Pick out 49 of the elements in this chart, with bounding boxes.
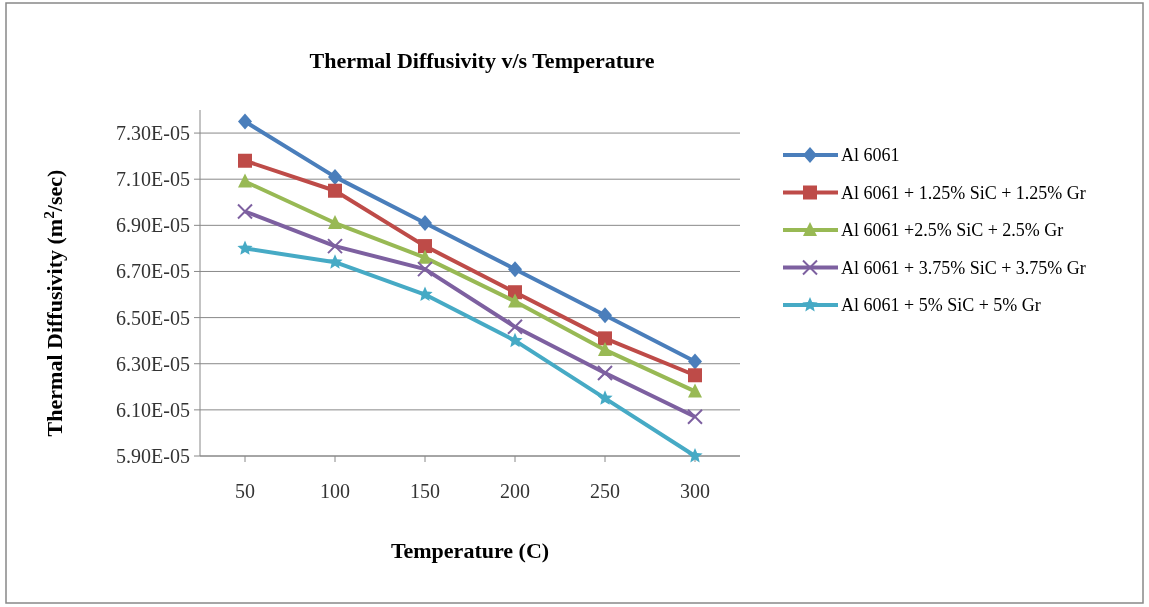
y-tick-label: 6.30E-05	[116, 352, 190, 375]
y-tick-label: 6.90E-05	[116, 214, 190, 237]
point	[237, 203, 253, 220]
point	[328, 168, 342, 185]
x-axis-title: Temperature (C)	[390, 538, 550, 563]
point	[418, 239, 432, 254]
point	[687, 408, 703, 425]
point	[237, 240, 253, 255]
x-tick-label: 100	[320, 480, 350, 502]
legend-label: Al 6061 + 3.75% SiC + 3.75% Gr	[841, 257, 1086, 278]
point	[688, 368, 702, 383]
point	[238, 173, 252, 188]
y-tick-label: 5.90E-05	[116, 445, 190, 467]
point	[688, 383, 702, 398]
point	[507, 318, 523, 335]
point	[598, 331, 612, 346]
legend-label: Al 6061 +2.5% SiC + 2.5% Gr	[841, 220, 1064, 241]
point	[688, 353, 702, 370]
point	[418, 249, 432, 264]
y-tick-label: 6.10E-05	[116, 398, 190, 421]
point	[507, 332, 523, 348]
y-tick-label: 6.50E-05	[116, 306, 190, 329]
point	[508, 261, 522, 278]
chart-title: Thermal Diffusivity v/s Temperature	[309, 48, 655, 73]
point	[598, 307, 612, 324]
x-tick-label: 200	[500, 480, 530, 502]
legend-label: Al 6061 + 5% SiC + 5% Gr	[841, 295, 1041, 316]
legend-label: Al 6061	[841, 145, 900, 166]
point	[238, 113, 252, 130]
point	[687, 448, 703, 463]
point	[508, 293, 522, 308]
point	[328, 215, 342, 230]
point	[598, 341, 612, 356]
y-tick-label: 6.70E-05	[116, 260, 190, 283]
point	[597, 390, 613, 405]
point	[327, 238, 343, 255]
y-tick-label: 7.30E-05	[116, 122, 190, 145]
point	[327, 254, 343, 269]
x-tick-label: 300	[680, 480, 710, 502]
point	[328, 183, 342, 198]
point	[417, 261, 433, 278]
point	[597, 364, 613, 381]
x-tick-label: 250	[590, 480, 620, 502]
x-tick-label: 150	[410, 480, 440, 502]
point	[238, 153, 252, 168]
legend-label: Al 6061 + 1.25% SiC + 1.25% Gr	[841, 182, 1086, 203]
point	[418, 215, 432, 232]
x-tick-label: 50	[235, 480, 255, 502]
y-tick-label: 7.10E-05	[116, 168, 190, 191]
